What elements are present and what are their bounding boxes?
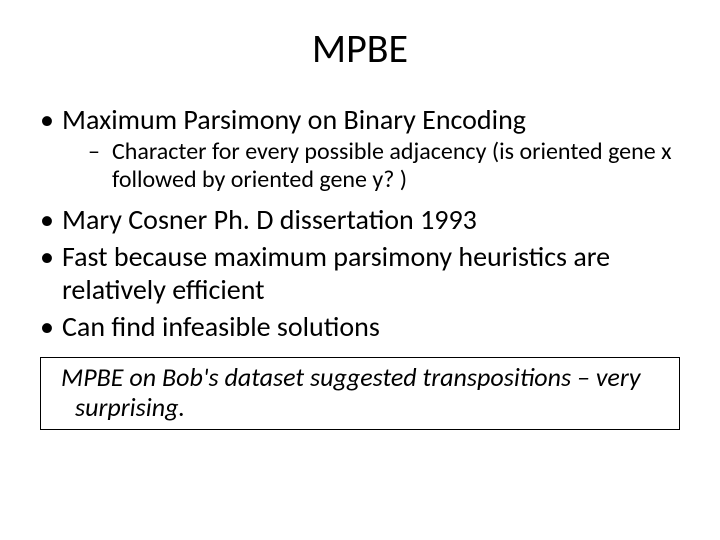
- bullet-text: Maximum Parsimony on Binary Encoding: [62, 102, 526, 137]
- sub-bullet-list: Character for every possible adjacency (…: [62, 138, 684, 195]
- slide-body: Maximum Parsimony on Binary Encoding Cha…: [36, 103, 684, 430]
- callout-text: MPBE on Bob's dataset suggested transpos…: [61, 361, 641, 424]
- bullet-item: Can find infeasible solutions: [36, 310, 684, 343]
- bullet-text: Fast because maximum parsimony heuristic…: [62, 239, 610, 307]
- slide: MPBE Maximum Parsimony on Binary Encodin…: [0, 0, 720, 540]
- sub-bullet-item: Character for every possible adjacency (…: [88, 138, 684, 195]
- bullet-item: Mary Cosner Ph. D dissertation 1993: [36, 203, 684, 236]
- bullet-list: Maximum Parsimony on Binary Encoding Cha…: [36, 103, 684, 343]
- bullet-item: Fast because maximum parsimony heuristic…: [36, 240, 684, 306]
- callout-box: MPBE on Bob's dataset suggested transpos…: [40, 357, 680, 430]
- slide-title: MPBE: [36, 24, 684, 73]
- bullet-text: Can find infeasible solutions: [62, 309, 380, 344]
- sub-bullet-text: Character for every possible adjacency (…: [112, 137, 672, 194]
- bullet-item: Maximum Parsimony on Binary Encoding Cha…: [36, 103, 684, 195]
- bullet-text: Mary Cosner Ph. D dissertation 1993: [62, 202, 477, 237]
